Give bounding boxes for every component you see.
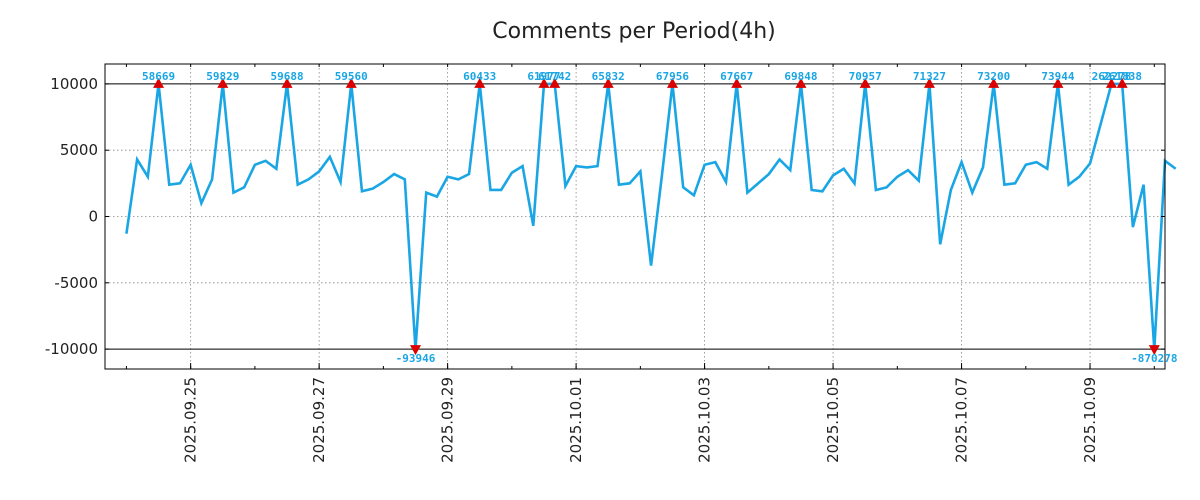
peak-marker [795,77,807,88]
peak-value-label: 67667 [720,70,753,83]
peak-value-label: 262278 [1092,70,1132,83]
peak-marker [410,345,422,356]
y-tick-label: 5000 [60,141,98,159]
peak-marker [859,77,871,88]
peak-value-label: 59560 [335,70,368,83]
peak-marker [988,77,1000,88]
series-line-comments [125,82,1177,350]
peak-marker [731,77,743,88]
peak-value-label: 61977 [527,70,560,83]
peak-value-label: 70957 [849,70,882,83]
x-tick-label: 2025.10.07 [953,377,971,463]
peak-value-label: 261838 [1102,70,1142,83]
chart-title: Comments per Period(4h) [492,19,776,44]
peak-marker [217,77,229,88]
data-labels: 58669 59829 59688 59560 -93946 60433 619776174… [142,70,1177,365]
peak-marker [602,77,614,88]
peak-marker [345,77,357,88]
clip-reference-lines [105,83,1165,350]
peak-marker [549,77,561,88]
x-tick-label: 2025.09.29 [439,377,457,463]
y-tick-label: -5000 [54,274,98,292]
peak-marker [1116,77,1128,88]
peak-marker [1148,345,1160,356]
peak-value-label: -93946 [396,352,436,365]
peak-marker [281,77,293,88]
peak-value-label: 65832 [592,70,625,83]
peak-value-label: 67956 [656,70,689,83]
peak-value-label: 58669 [142,70,175,83]
x-tick-label: 2025.10.09 [1081,377,1099,463]
peak-value-label: 71327 [913,70,946,83]
y-tick-label: 10000 [50,75,98,93]
peak-marker [923,77,935,88]
series-lines [125,82,1177,350]
x-tick-label: 2025.09.25 [182,377,200,463]
peak-marker [153,77,165,88]
peak-value-label: 59688 [270,70,303,83]
peak-value-label: 60433 [463,70,496,83]
peak-value-label: 73200 [977,70,1010,83]
plot-frame [104,63,1166,370]
y-tick-label: -10000 [45,340,98,358]
x-tick-label: 2025.10.05 [824,377,842,463]
x-tick-label: 2025.10.01 [567,377,585,463]
peak-value-label: 69848 [784,70,817,83]
x-tick-label: 2025.09.27 [310,377,328,463]
peak-marker [1052,77,1064,88]
peak-marker [1105,77,1117,88]
peak-value-label: 61742 [538,70,571,83]
peak-marker [538,77,550,88]
x-tick-label: 2025.10.03 [696,377,714,463]
peak-marker [474,77,486,88]
axes [104,63,1166,370]
tick-labels: 10000 5000 0 -5000 -10000 2025.09.25 2025.09.2… [45,75,1099,463]
peak-value-label: 59829 [206,70,239,83]
y-tick-label: 0 [88,208,98,226]
peak-marker [666,77,678,88]
peak-value-label: 73944 [1041,70,1074,83]
peak-value-label: -870278 [1131,352,1177,365]
peak-markers [153,77,1160,356]
grid-lines [105,64,1165,369]
